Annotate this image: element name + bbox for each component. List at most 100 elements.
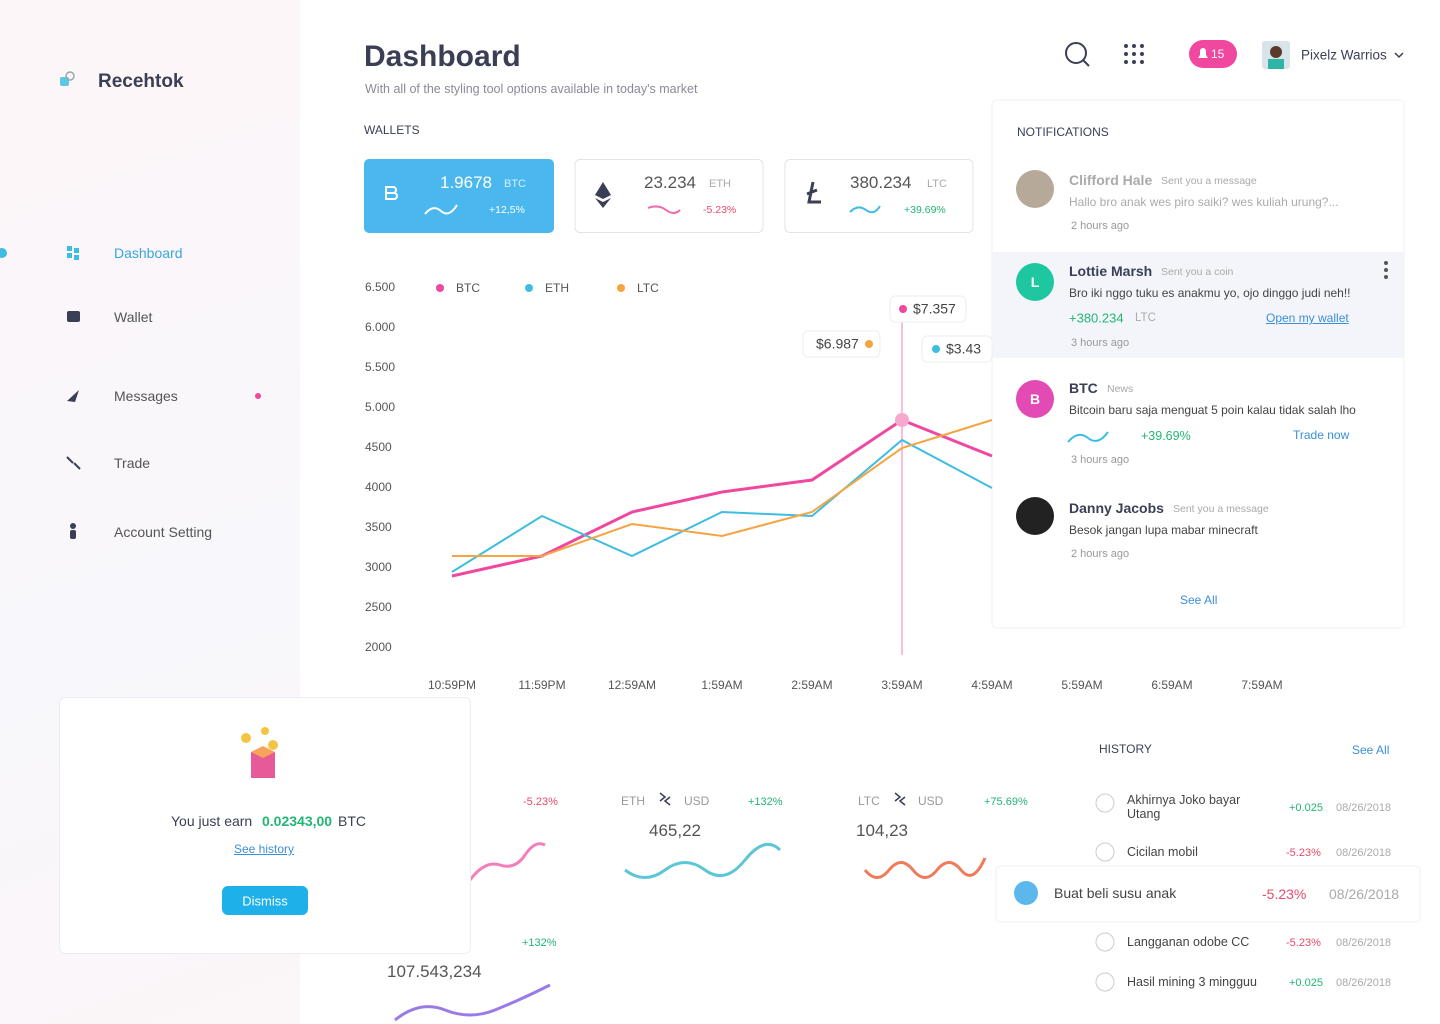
pair-to: USD: [684, 794, 710, 808]
series-line: [452, 419, 993, 557]
notification-message: Bro iki nggo tuku es anakmu yo, ojo ding…: [1069, 286, 1351, 300]
user-name[interactable]: Pixelz Warrios: [1301, 47, 1387, 63]
pair-change: +132%: [522, 937, 557, 949]
tooltip-box: [889, 295, 967, 323]
legend-label: ETH: [545, 281, 569, 295]
earn-unit: BTC: [338, 813, 366, 829]
earn-amount: 0.02343,00: [262, 813, 333, 829]
wallet-unit: ETH: [709, 178, 731, 190]
section-title: HISTORY: [1099, 742, 1152, 756]
history-date: 08/26/2018: [1336, 937, 1392, 949]
x-tick-label: 12:59AM: [608, 678, 656, 692]
avatar-letter: L: [1030, 274, 1040, 290]
history-date: 08/26/2018: [1336, 847, 1392, 859]
pair-change: -5.23%: [523, 796, 558, 808]
legend-marker: [436, 284, 444, 292]
history-date: 08/26/2018: [1336, 802, 1392, 814]
legend-label: BTC: [456, 281, 480, 295]
history-amount: +0.025: [1289, 802, 1323, 814]
dismiss-button[interactable]: Dismiss: [242, 893, 288, 909]
history-amount: -5.23%: [1286, 937, 1321, 949]
sender-name: Lottie Marsh: [1069, 263, 1153, 279]
notification-action: Sent you a message: [1173, 503, 1269, 515]
nav-item[interactable]: Wallet: [114, 309, 153, 325]
notification-time: 3 hours ago: [1071, 454, 1130, 466]
history-amount: +0.025: [1289, 977, 1323, 989]
wallet-amount: 380.234: [850, 173, 912, 192]
history-title: Cicilan mobil: [1127, 845, 1198, 859]
notification-message: Hallo bro anak wes piro saiki? wes kulia…: [1069, 195, 1339, 209]
x-tick-label: 1:59AM: [701, 678, 742, 692]
pair-to: USD: [918, 794, 944, 808]
history-title: Akhirnya Joko bayar Utang: [1127, 793, 1241, 821]
pair-value: 465,22: [649, 821, 701, 840]
y-tick-label: 6.000: [365, 320, 395, 334]
notification-action: Sent you a message: [1161, 175, 1257, 187]
see-all-link[interactable]: See All: [1180, 593, 1218, 607]
notification-time: 2 hours ago: [1071, 220, 1130, 232]
section-title: WALLETS: [364, 123, 420, 137]
wallet-change: +39.69%: [904, 204, 946, 216]
tooltip-dot: [899, 305, 907, 313]
history-title: Langganan odobe CC: [1127, 935, 1250, 949]
notification-unit: LTC: [1135, 312, 1156, 324]
pair-value: 104,23: [856, 821, 908, 840]
tooltip-label: $6.987: [816, 336, 859, 352]
series-line: [451, 438, 993, 573]
legend-marker: [617, 284, 625, 292]
notification-count[interactable]: 15: [1211, 47, 1225, 61]
nav-item[interactable]: Dashboard: [114, 245, 183, 261]
x-tick-label: 6:59AM: [1151, 678, 1192, 692]
history-date: 08/26/2018: [1336, 977, 1392, 989]
nav-item[interactable]: Messages: [114, 388, 178, 404]
notification-action: News: [1107, 383, 1134, 395]
nav-item[interactable]: Trade: [114, 455, 151, 471]
wallet-change: +12,5%: [489, 204, 525, 216]
notification-change: +39.69%: [1141, 429, 1191, 443]
history-amount: -5.23%: [1286, 847, 1321, 859]
x-tick-label: 11:59PM: [518, 678, 565, 692]
wallet-unit: LTC: [927, 178, 947, 190]
sender-name: Danny Jacobs: [1069, 500, 1164, 516]
x-tick-label: 3:59AM: [881, 678, 922, 692]
y-tick-label: 6.500: [365, 280, 395, 294]
sender-name: BTC: [1069, 380, 1098, 396]
wallet-unit: BTC: [504, 178, 526, 190]
history-title: Hasil mining 3 mingguu: [1127, 975, 1257, 989]
pair-from: LTC: [858, 794, 880, 808]
notification-message: Besok jangan lupa mabar minecraft: [1069, 523, 1258, 537]
y-tick-label: 4000: [365, 480, 392, 494]
y-tick-label: 2000: [365, 640, 392, 654]
wallet-change: -5.23%: [703, 204, 737, 216]
x-tick-label: 10:59PM: [428, 678, 476, 692]
hover-point: [895, 413, 909, 427]
x-tick-label: 7:59AM: [1241, 678, 1282, 692]
section-title: NOTIFICATIONS: [1017, 125, 1109, 139]
nav-item[interactable]: Account Setting: [114, 524, 213, 540]
x-tick-label: 4:59AM: [971, 678, 1012, 692]
notification-link[interactable]: Open my wallet: [1266, 311, 1349, 325]
see-history-link[interactable]: See history: [234, 842, 295, 856]
tooltip-label: $3.43: [946, 341, 981, 357]
x-tick-label: 2:59AM: [791, 678, 832, 692]
wallet-amount: 1.9678: [440, 173, 492, 192]
history-amount: -5.23%: [1262, 886, 1307, 902]
legend-label: LTC: [637, 281, 659, 295]
page-subtitle: With all of the styling tool options ava…: [365, 82, 698, 96]
legend-marker: [525, 284, 533, 292]
notification-link[interactable]: Trade now: [1293, 428, 1350, 442]
pair-change: +75.69%: [984, 796, 1028, 808]
y-tick-label: 3500: [365, 520, 392, 534]
y-tick-label: 5.500: [365, 360, 395, 374]
notification-time: 3 hours ago: [1071, 337, 1130, 349]
brand: Recehtok: [98, 71, 184, 92]
see-all-link[interactable]: See All: [1352, 743, 1390, 757]
pair-from: ETH: [621, 794, 645, 808]
tooltip-dot: [932, 345, 940, 353]
x-tick-label: 5:59AM: [1061, 678, 1102, 692]
notification-message: Bitcoin baru saja menguat 5 poin kalau t…: [1069, 403, 1356, 417]
